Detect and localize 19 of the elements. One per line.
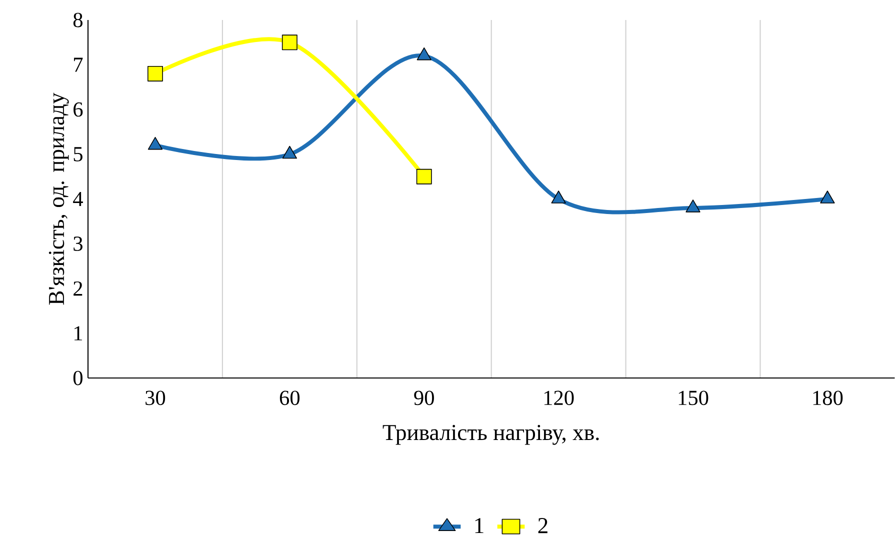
y-tick-label: 5 [74,147,82,162]
y-tick-label: 3 [74,236,82,251]
x-tick-label: 120 [544,390,574,406]
x-tick-label: 30 [146,390,166,406]
x-tick-label: 90 [414,390,434,406]
x-tick-label: 150 [678,390,708,406]
x-tick-label: 180 [813,390,843,406]
x-axis-title: Тривалість нагріву, хв. [382,424,599,445]
y-tick-label: 4 [73,192,83,206]
legend-label: 1 [475,518,484,534]
y-tick-label: 7 [74,58,83,72]
y-tick-label: 8 [73,12,82,28]
y-tick-label: 0 [73,370,82,386]
y-tick-label: 2 [74,281,82,296]
y-tick-label: 1 [74,326,82,340]
y-axis-title: В'язкість, од. приладу [48,92,69,305]
x-tick-label: 60 [280,390,300,406]
legend-label: 2 [538,518,548,534]
y-tick-label: 6 [74,102,83,117]
